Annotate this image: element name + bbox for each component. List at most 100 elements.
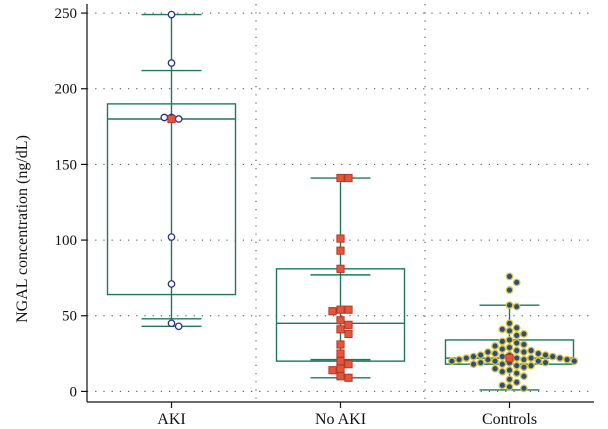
mean-marker-controls bbox=[505, 354, 514, 363]
x-tick-label: AKI bbox=[157, 411, 185, 428]
data-point-no-aki bbox=[336, 305, 345, 314]
data-point-no-aki bbox=[328, 366, 337, 375]
data-point-controls bbox=[570, 357, 579, 365]
data-point-no-aki bbox=[336, 264, 345, 273]
axis-layer: 0 50 100 150 200 250 AKI No AKI Controls bbox=[55, 4, 594, 428]
data-point-controls bbox=[512, 361, 521, 370]
data-point-controls bbox=[527, 354, 535, 362]
data-point-aki bbox=[167, 59, 176, 67]
data-point-aki bbox=[174, 115, 183, 123]
data-point-controls bbox=[541, 351, 550, 359]
data-point-controls bbox=[498, 381, 507, 390]
data-point-controls bbox=[505, 319, 514, 328]
data-point-controls bbox=[512, 378, 521, 387]
grid-layer bbox=[87, 4, 594, 402]
data-point-no-aki bbox=[336, 349, 345, 358]
data-point-aki bbox=[167, 280, 176, 288]
box-layer bbox=[106, 13, 575, 391]
y-tick-label: 150 bbox=[55, 157, 78, 173]
data-point-controls bbox=[520, 330, 528, 338]
data-point-controls bbox=[462, 354, 471, 362]
data-point-controls bbox=[505, 375, 514, 384]
data-point-controls bbox=[491, 342, 499, 350]
y-axis-title: NGAL concentration (ng/dL) bbox=[14, 135, 31, 323]
data-point-controls bbox=[520, 372, 528, 381]
data-point-controls bbox=[520, 384, 528, 393]
data-point-controls bbox=[512, 331, 521, 340]
mean-marker-aki bbox=[167, 114, 176, 124]
data-point-controls bbox=[448, 357, 456, 365]
y-tick-label: 200 bbox=[55, 82, 78, 98]
data-point-controls bbox=[498, 367, 507, 376]
data-point-controls bbox=[505, 301, 514, 309]
data-point-aki bbox=[167, 319, 176, 328]
data-point-controls bbox=[512, 354, 521, 362]
data-point-controls bbox=[484, 348, 492, 356]
data-point-controls bbox=[476, 358, 485, 367]
data-point-controls bbox=[527, 346, 535, 355]
x-tick-label: Controls bbox=[482, 411, 537, 428]
data-point-no-aki bbox=[336, 316, 345, 325]
box-aki bbox=[106, 103, 237, 296]
data-point-no-aki bbox=[336, 357, 345, 366]
data-point-no-aki bbox=[336, 325, 345, 334]
data-point-controls bbox=[469, 352, 478, 361]
data-point-controls bbox=[498, 345, 507, 353]
data-point-controls bbox=[491, 364, 499, 373]
data-point-controls bbox=[512, 302, 521, 311]
data-point-no-aki bbox=[336, 246, 345, 255]
data-point-no-aki bbox=[328, 307, 337, 316]
data-point-controls bbox=[520, 348, 528, 356]
data-point-controls bbox=[505, 343, 514, 352]
data-point-no-aki bbox=[336, 173, 345, 183]
data-point-controls bbox=[512, 369, 521, 378]
data-point-controls bbox=[498, 337, 507, 346]
data-point-controls bbox=[520, 355, 528, 364]
data-point-controls bbox=[520, 363, 528, 372]
data-point-controls bbox=[505, 327, 514, 335]
y-tick-label: 0 bbox=[70, 384, 78, 400]
data-point-controls bbox=[505, 272, 514, 281]
data-point-controls bbox=[541, 358, 550, 367]
data-point-controls bbox=[498, 325, 507, 334]
data-point-controls bbox=[484, 355, 492, 364]
data-point-controls bbox=[512, 323, 521, 332]
data-point-controls bbox=[505, 336, 514, 344]
data-point-controls bbox=[505, 286, 514, 294]
data-point-controls bbox=[534, 357, 543, 365]
data-point-no-aki bbox=[344, 305, 353, 314]
data-point-no-aki bbox=[336, 340, 345, 349]
data-point-controls bbox=[548, 352, 557, 361]
data-point-no-aki bbox=[344, 320, 353, 329]
data-point-controls bbox=[505, 383, 514, 391]
data-point-aki bbox=[167, 10, 176, 19]
data-point-no-aki bbox=[344, 329, 353, 339]
data-point-aki bbox=[160, 113, 169, 122]
y-tick-label: 50 bbox=[62, 309, 77, 325]
y-tick-label: 250 bbox=[55, 6, 78, 22]
data-point-controls bbox=[563, 355, 571, 364]
data-point-no-aki bbox=[336, 364, 345, 373]
data-point-controls bbox=[505, 366, 514, 375]
data-point-controls bbox=[469, 360, 478, 369]
data-point-no-aki bbox=[344, 373, 353, 382]
data-point-controls bbox=[527, 361, 535, 370]
data-point-controls bbox=[498, 360, 507, 369]
data-point-controls bbox=[534, 349, 543, 358]
data-point-controls bbox=[520, 340, 528, 349]
data-point-controls bbox=[498, 352, 507, 361]
data-point-no-aki bbox=[336, 372, 345, 381]
data-point-no-aki bbox=[336, 234, 345, 243]
data-point-no-aki bbox=[344, 360, 353, 369]
data-point-aki bbox=[174, 322, 183, 331]
point-layer bbox=[160, 10, 579, 393]
data-point-controls bbox=[512, 339, 521, 347]
data-point-no-aki bbox=[344, 173, 353, 183]
data-point-controls bbox=[476, 351, 485, 359]
data-point-controls bbox=[491, 349, 499, 358]
data-point-aki bbox=[167, 233, 176, 241]
data-point-controls bbox=[512, 346, 521, 355]
data-point-controls bbox=[556, 354, 564, 362]
x-tick-label: No AKI bbox=[315, 411, 366, 428]
